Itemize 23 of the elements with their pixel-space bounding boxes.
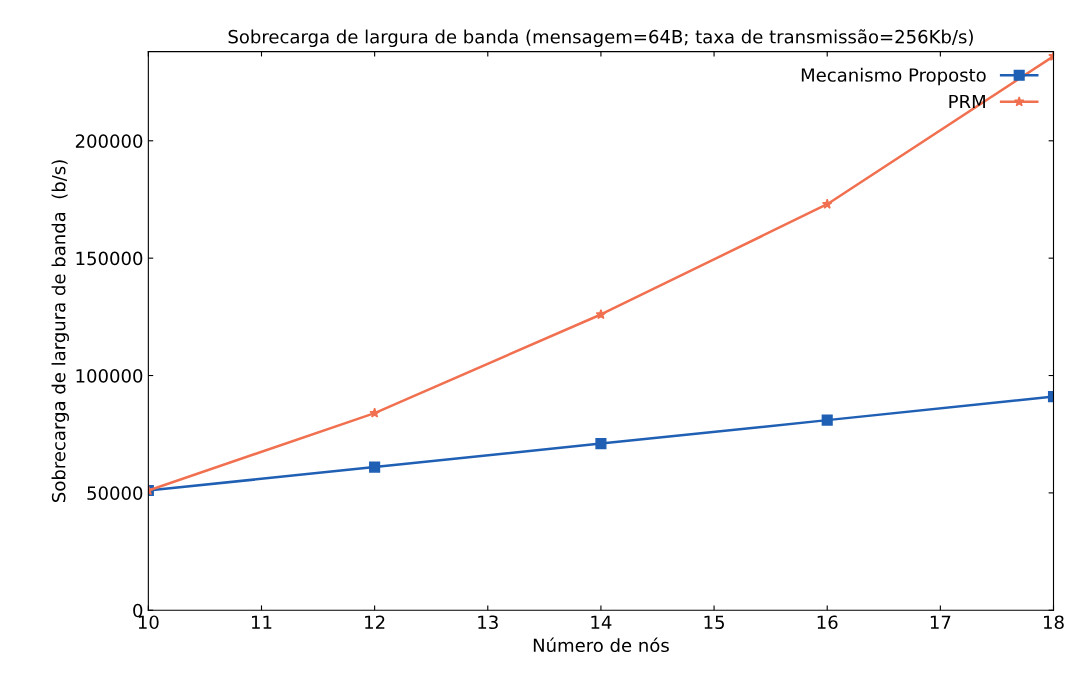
x-tick-label: 13	[478, 615, 498, 630]
y-tick-label: 150000	[76, 251, 143, 266]
y-tick-label: 50000	[87, 486, 143, 501]
chart-title: Sobrecarga de largura de banda (mensagem=64B; taxa de transmissão=256Kb/s)	[228, 29, 973, 48]
legend-label: PRM	[949, 94, 985, 109]
point	[595, 438, 607, 450]
point	[369, 461, 381, 473]
y-axis-title: Sobrecarga de largura de banda (b/s)	[51, 160, 70, 502]
x-tick-label: 16	[817, 615, 838, 630]
x-tick-label: 18	[1044, 615, 1064, 630]
x-tick-label: 14	[591, 615, 612, 629]
point	[595, 308, 607, 320]
point	[369, 407, 380, 418]
point	[821, 414, 833, 426]
y-tick-label: 200000	[75, 134, 143, 148]
x-tick-label: 15	[704, 615, 724, 630]
x-tick-label: 12	[365, 615, 385, 629]
x-tick-label: 17	[930, 615, 951, 629]
x-tick-label: 11	[251, 615, 272, 629]
point	[821, 198, 833, 209]
y-tick-label: 100000	[76, 368, 143, 383]
x-axis-title: Número de nós	[533, 637, 669, 653]
legend-label: Mecanismo Proposto	[801, 67, 986, 86]
